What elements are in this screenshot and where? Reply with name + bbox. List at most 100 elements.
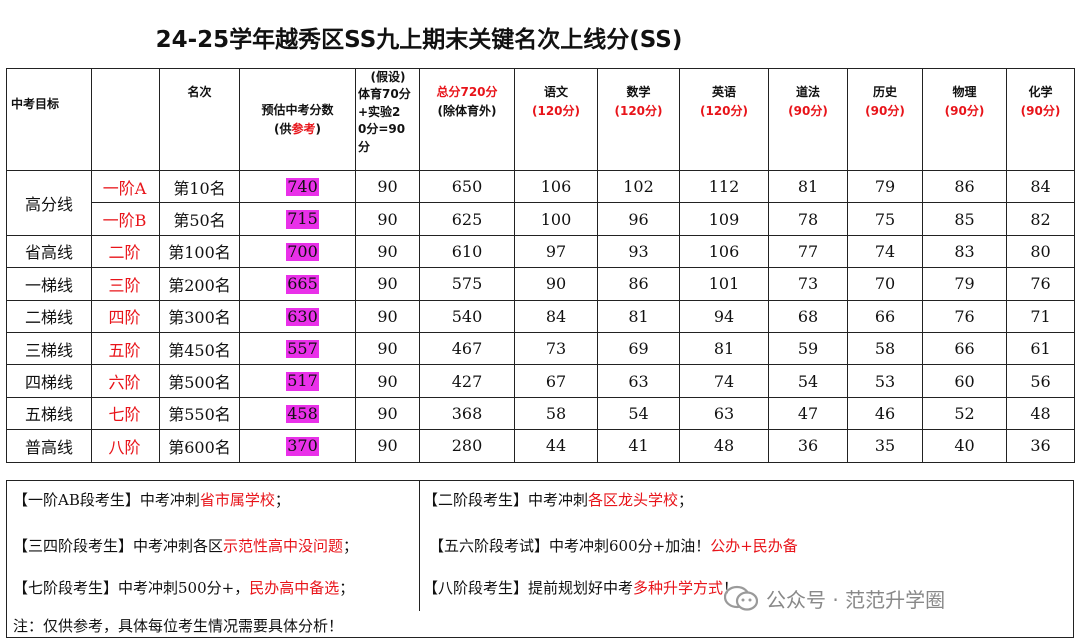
pe-cell: 90 — [355, 267, 420, 301]
watermark: 公众号 · 范范升学圈 — [723, 584, 945, 613]
politics-cell: 78 — [768, 202, 848, 236]
math-cell: 86 — [597, 267, 680, 301]
estimate-cell: 665 — [239, 267, 356, 301]
table-row: 一梯线 三阶 第200名 665 90 575 90 86 101 73 70 79 76 — [6, 267, 1075, 301]
level-cell: 高分线 — [6, 170, 92, 236]
chinese-cell: 73 — [514, 331, 598, 366]
rank-cell: 第100名 — [159, 234, 240, 269]
pe-cell: 90 — [355, 202, 420, 236]
chinese-cell: 100 — [514, 202, 598, 236]
history-cell: 58 — [847, 331, 923, 366]
table-row: 三梯线 五阶 第450名 557 90 467 73 69 81 59 58 66 61 — [6, 331, 1075, 366]
english-cell: 94 — [679, 299, 769, 333]
chinese-cell: 84 — [514, 299, 598, 333]
note-disclaimer: 注：仅供参考，具体每位考生情况需要具体分析！ — [13, 617, 344, 635]
chinese-cell: 67 — [514, 364, 598, 398]
tier-cell: 二阶 — [91, 234, 160, 269]
header-row: 中考目标 名次 预估中考分数 (供参考) (假设) 体育70分 +实验2 0分=… — [6, 68, 1075, 171]
physics-cell: 79 — [922, 267, 1007, 301]
pe-cell: 90 — [355, 396, 420, 431]
total-cell: 575 — [419, 267, 515, 301]
notes-divider — [419, 481, 420, 611]
physics-cell: 60 — [922, 364, 1007, 398]
total-cell: 427 — [419, 364, 515, 398]
history-cell: 35 — [847, 429, 923, 463]
level-cell: 四梯线 — [6, 364, 92, 398]
header-chinese: 语文 (120分) — [514, 68, 598, 171]
english-cell: 109 — [679, 202, 769, 236]
chemistry-cell: 56 — [1006, 364, 1075, 398]
chemistry-cell: 80 — [1006, 234, 1075, 269]
level-cell: 一梯线 — [6, 267, 92, 301]
rank-cell: 第500名 — [159, 364, 240, 398]
notes-box: 【一阶AB段考生】中考冲刺省市属学校； 【二阶段考生】中考冲刺各区龙头学校； 【… — [6, 480, 1074, 638]
tier-cell: 五阶 — [91, 331, 160, 366]
table-row: 二梯线 四阶 第300名 630 90 540 84 81 94 68 66 76 71 — [6, 299, 1075, 333]
physics-cell: 66 — [922, 331, 1007, 366]
total-cell: 610 — [419, 234, 515, 269]
total-cell: 368 — [419, 396, 515, 431]
estimate-cell: 700 — [239, 234, 356, 269]
rank-cell: 第50名 — [159, 202, 240, 236]
pe-cell: 90 — [355, 169, 420, 204]
estimate-highlight: 517 — [286, 371, 319, 391]
physics-cell: 40 — [922, 429, 1007, 463]
english-cell: 112 — [679, 169, 769, 204]
chemistry-cell: 76 — [1006, 267, 1075, 301]
english-cell: 74 — [679, 364, 769, 398]
estimate-highlight: 715 — [286, 209, 319, 229]
chinese-cell: 90 — [514, 267, 598, 301]
english-cell: 106 — [679, 234, 769, 269]
chinese-cell: 58 — [514, 396, 598, 431]
politics-cell: 77 — [768, 234, 848, 269]
physics-cell: 85 — [922, 202, 1007, 236]
estimate-highlight: 370 — [286, 436, 319, 456]
table-row: 五梯线 七阶 第550名 458 90 368 58 54 63 47 46 52 48 — [6, 396, 1075, 431]
tier-cell: 六阶 — [91, 364, 160, 398]
chemistry-cell: 61 — [1006, 331, 1075, 366]
header-pe: (假设) 体育70分 +实验2 0分=90 分 — [355, 68, 420, 171]
math-cell: 54 — [597, 396, 680, 431]
pe-cell: 90 — [355, 364, 420, 398]
chemistry-cell: 82 — [1006, 202, 1075, 236]
rank-cell: 第200名 — [159, 267, 240, 301]
estimate-cell: 740 — [239, 169, 356, 204]
estimate-highlight: 740 — [286, 177, 319, 197]
header-target: 中考目标 — [6, 68, 92, 171]
table-row: 四梯线 六阶 第500名 517 90 427 67 63 74 54 53 60 56 — [6, 364, 1075, 398]
estimate-highlight: 630 — [286, 306, 319, 326]
note-tier-3-4: 【三四阶段考生】中考冲刺各区示范性高中没问题； — [13, 537, 359, 555]
english-cell: 81 — [679, 331, 769, 366]
estimate-highlight: 700 — [286, 241, 319, 262]
wechat-logo-icon — [723, 585, 759, 613]
total-cell: 467 — [419, 331, 515, 366]
chemistry-cell: 71 — [1006, 299, 1075, 333]
estimate-cell: 557 — [239, 331, 356, 366]
note-tier-8: 【八阶段考生】提前规划好中考多种升学方式！ — [423, 579, 739, 597]
estimate-highlight: 458 — [286, 403, 319, 424]
physics-cell: 86 — [922, 169, 1007, 204]
math-cell: 102 — [597, 169, 680, 204]
estimate-cell: 517 — [239, 364, 356, 398]
table-row: 普高线 八阶 第600名 370 90 280 44 41 48 36 35 40 36 — [6, 429, 1075, 463]
rank-cell: 第450名 — [159, 331, 240, 366]
header-estimate-line1: 预估中考分数 — [261, 102, 334, 117]
estimate-cell: 458 — [239, 396, 356, 431]
header-tier — [91, 68, 160, 171]
math-cell: 63 — [597, 364, 680, 398]
pe-cell: 90 — [355, 429, 420, 463]
score-table-body: 高分线 一阶A 第10名 740 90 650 106 102 112 81 79 86 84 一阶B 第5… — [6, 169, 1075, 463]
estimate-cell: 370 — [239, 429, 356, 463]
header-history: 历史 (90分) — [847, 68, 923, 171]
chemistry-cell: 48 — [1006, 396, 1075, 431]
chinese-cell: 97 — [514, 234, 598, 269]
math-cell: 96 — [597, 202, 680, 236]
chinese-cell: 106 — [514, 169, 598, 204]
rank-cell: 第600名 — [159, 429, 240, 463]
total-cell: 540 — [419, 299, 515, 333]
note-tier-2: 【二阶段考生】中考冲刺各区龙头学校； — [423, 491, 694, 509]
tier-cell: 一阶A — [91, 169, 160, 204]
chemistry-cell: 36 — [1006, 429, 1075, 463]
history-cell: 74 — [847, 234, 923, 269]
